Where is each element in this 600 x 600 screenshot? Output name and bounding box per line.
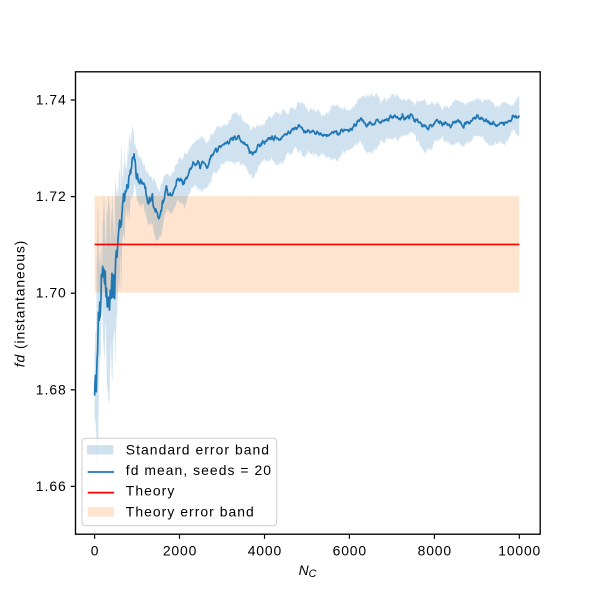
svg-text:fd mean, seeds = 20: fd mean, seeds = 20 xyxy=(126,462,272,478)
svg-text:fd (instantaneous): fd (instantaneous) xyxy=(12,240,28,367)
svg-text:Theory error band: Theory error band xyxy=(126,503,255,519)
svg-text:Theory: Theory xyxy=(126,483,176,499)
svg-text:4000: 4000 xyxy=(248,542,282,558)
svg-text:6000: 6000 xyxy=(333,542,367,558)
svg-text:1.72: 1.72 xyxy=(36,188,67,204)
svg-text:10000: 10000 xyxy=(498,542,541,558)
svg-text:1.74: 1.74 xyxy=(36,92,67,108)
svg-text:2000: 2000 xyxy=(163,542,197,558)
svg-text:NC: NC xyxy=(299,562,317,580)
svg-text:1.68: 1.68 xyxy=(36,381,67,397)
svg-text:8000: 8000 xyxy=(418,542,452,558)
svg-text:1.66: 1.66 xyxy=(36,478,67,494)
svg-text:0: 0 xyxy=(91,542,100,558)
svg-text:1.70: 1.70 xyxy=(36,285,67,301)
svg-text:Standard error band: Standard error band xyxy=(126,442,270,458)
